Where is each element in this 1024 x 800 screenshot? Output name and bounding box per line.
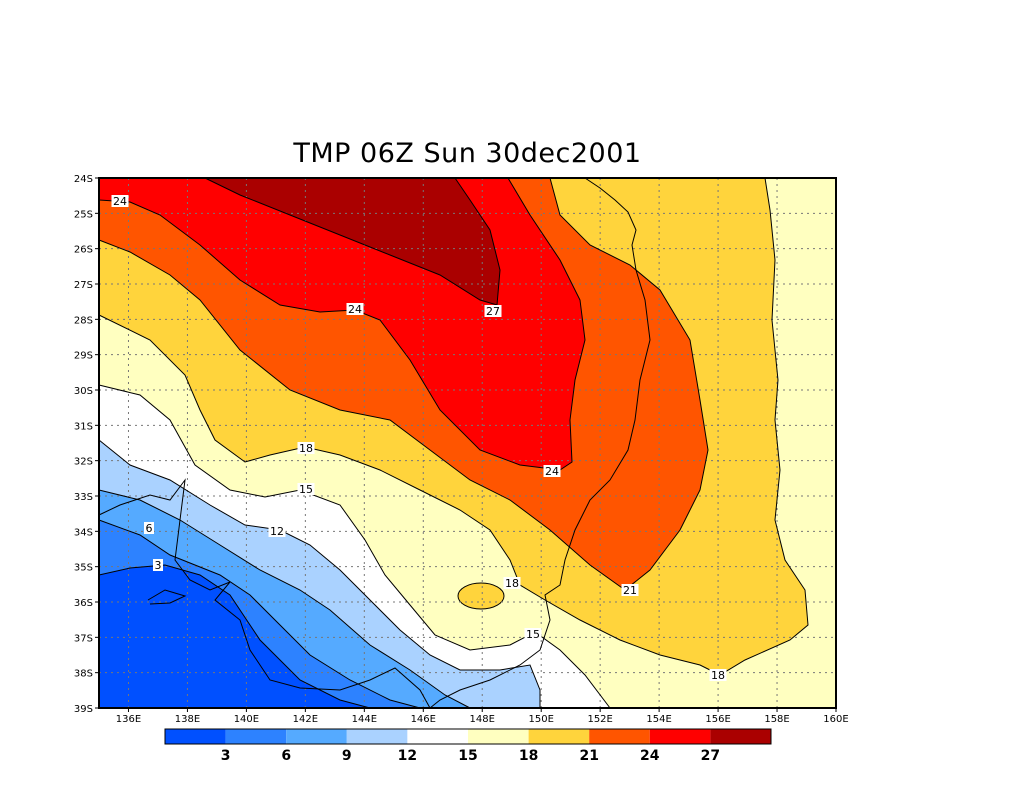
colorbar-box [346,729,408,744]
contour-label: 27 [486,305,500,318]
colorbar-frame [164,728,772,745]
chart-title: TMP 06Z Sun 30dec2001 [293,138,642,169]
contour-line-6 [98,519,421,709]
y-tick-label: 29S [74,351,93,362]
colorbar-label: 12 [398,748,417,764]
colorbar-box [528,729,590,744]
fill-island-18 [457,582,505,610]
contour-line-21 [98,177,709,591]
contour-label: 24 [113,195,127,208]
contour-label-bg [111,195,129,207]
contour-line-18 [98,177,809,676]
contour-label-bg [543,465,561,477]
y-tick-label: 39S [74,704,93,715]
colorbar-label: 3 [221,748,231,764]
x-tick-label: 156E [705,714,730,725]
y-tick-label: 27S [74,280,93,291]
contour-label-bg [153,559,163,571]
contour-label-bg [268,525,286,537]
contour-label: 21 [623,584,637,597]
y-tick-label: 25S [74,209,93,220]
x-tick-label: 158E [764,714,789,725]
x-tick-label: 150E [528,714,553,725]
y-tick-label: 28S [74,315,93,326]
coastline-island [147,589,187,605]
plot-frame [98,177,837,709]
colorbar-box [225,729,287,744]
contour-label-bg [503,577,521,589]
colorbar-box [407,729,468,744]
x-tick-label: 140E [234,714,259,725]
x-tick-label: 144E [352,714,377,725]
contour-label: 18 [299,442,313,455]
x-tick-label: 136E [116,714,141,725]
fill-level-27 [99,178,500,305]
contour-line-3 [98,564,371,709]
y-tick-label: 26S [74,245,93,256]
contour-line-27 [204,177,501,306]
contour-label-bg [524,628,542,640]
colorbar-box [589,729,650,744]
contour-line-24 [98,177,586,471]
y-tick-label: 37S [74,633,93,644]
y-tick-label: 38S [74,669,93,680]
x-tick-label: 160E [823,714,848,725]
contour-label-bg [144,522,154,534]
y-tick-label: 31S [74,421,93,432]
contour-label: 24 [545,465,559,478]
contour-label-bg [484,305,502,317]
contour-label-bg [297,442,315,454]
colorbar-label: 18 [519,748,538,764]
contour-label: 6 [146,522,153,535]
y-tick-label: 32S [74,457,93,468]
x-tick-label: 146E [411,714,436,725]
contour-label: 15 [299,483,313,496]
y-tick-label: 36S [74,598,93,609]
contour-label: 18 [505,577,519,590]
y-tick-label: 34S [74,527,93,538]
x-tick-label: 154E [646,714,671,725]
colorbar-label: 9 [342,748,352,764]
colorbar-box [286,729,347,744]
colorbar-label: 24 [640,748,660,764]
colorbar-label: 21 [579,748,598,764]
coastline-east [429,177,651,709]
x-tick-label: 152E [587,714,612,725]
contour-line-9 [98,489,471,709]
contour-label: 12 [270,525,284,538]
y-tick-label: 30S [74,386,93,397]
y-tick-label: 33S [74,492,93,503]
x-tick-label: 148E [470,714,495,725]
contour-label: 24 [348,303,362,316]
coastline-south [98,478,431,709]
colorbar-label: 27 [701,748,720,764]
colorbar-box [649,729,711,744]
colorbar-box [165,729,226,744]
contour-label: 18 [711,669,725,682]
contour-label: 15 [526,628,540,641]
x-tick-label: 138E [175,714,200,725]
contour-label-bg [297,483,315,495]
contour-label: 3 [155,559,162,572]
x-tick-label: 142E [293,714,318,725]
contour-label-bg [709,669,727,681]
colorbar-box [710,729,771,744]
contour-label-bg [346,303,364,315]
contour-label-bg [621,584,639,596]
colorbar-box [468,729,529,744]
colorbar-label: 15 [458,748,477,764]
y-tick-label: 35S [74,563,93,574]
colorbar-label: 6 [281,748,291,764]
y-tick-label: 24S [74,174,93,185]
